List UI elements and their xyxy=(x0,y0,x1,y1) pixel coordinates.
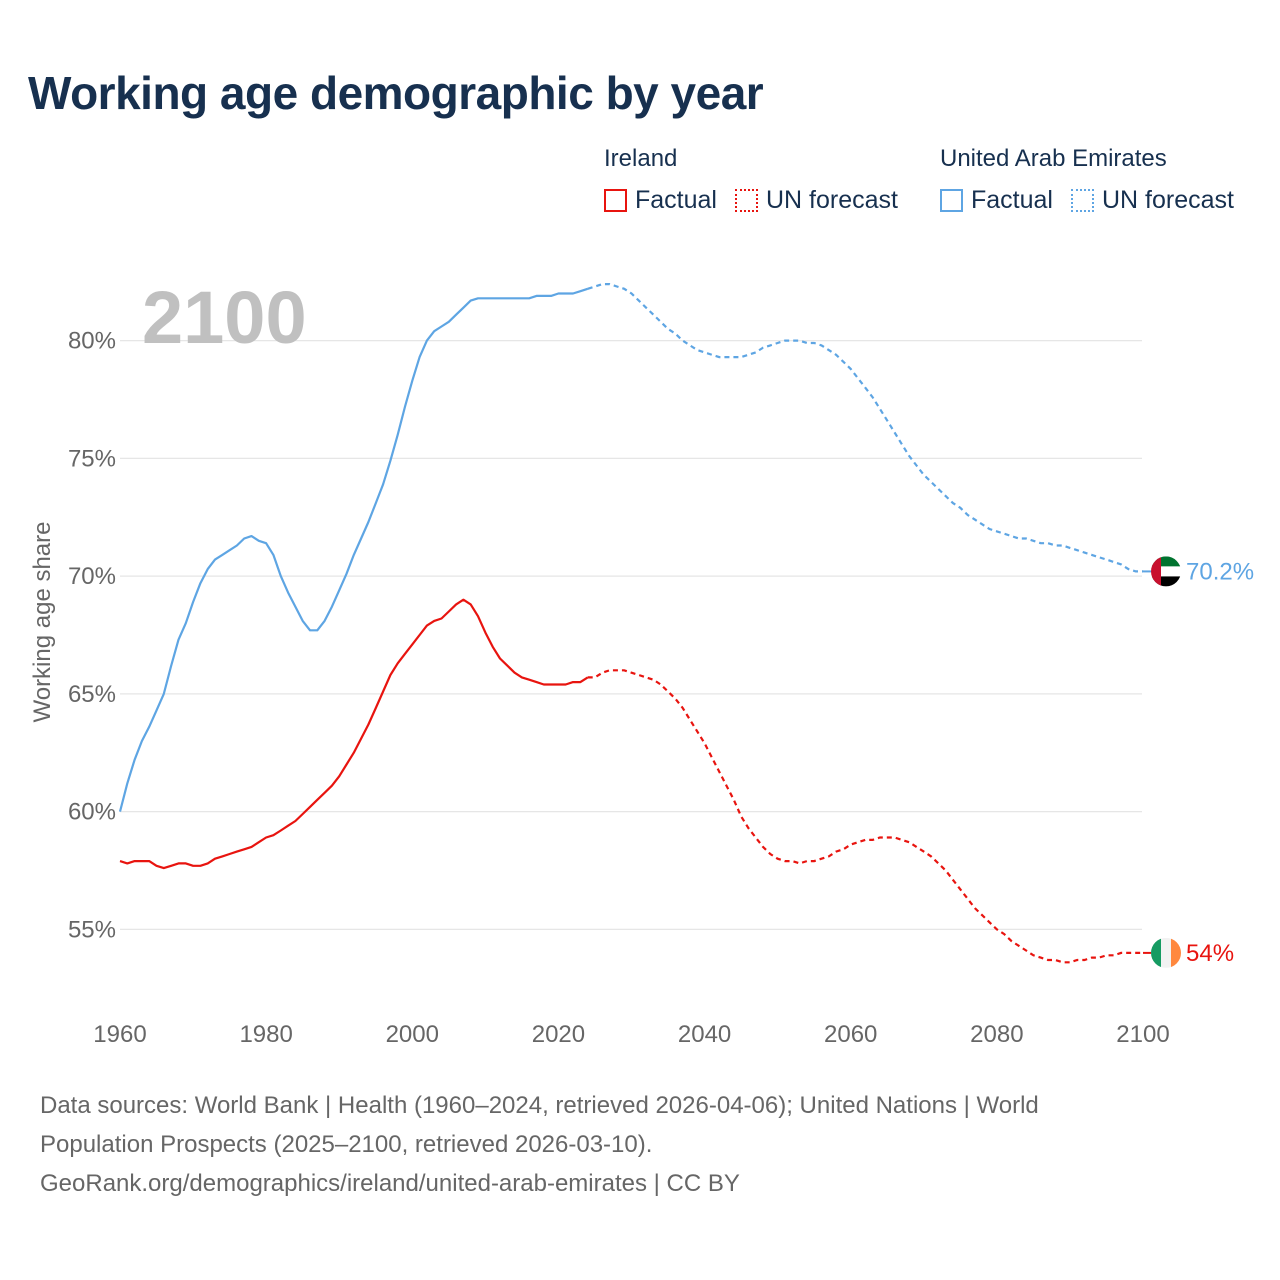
data-sources: Data sources: World Bank | Health (1960–… xyxy=(40,1086,1240,1203)
line-chart: 2100 55% 60% 65% 70% 75% 80% 1960 1980 2000 2020… xyxy=(29,276,1254,1048)
series-lines xyxy=(118,283,1143,964)
ireland-flag-icon xyxy=(1151,937,1181,968)
gridlines xyxy=(120,340,1142,930)
x-tick-label: 2060 xyxy=(824,1021,877,1048)
legend-country-ireland: Ireland xyxy=(604,145,678,172)
legend-item-ireland-forecast[interactable]: UN forecast xyxy=(734,186,898,215)
sources-line-2: Population Prospects (2025–2100, retriev… xyxy=(40,1131,653,1158)
legend-swatch-uae-forecast xyxy=(1070,189,1094,212)
x-tick-label: 2100 xyxy=(1116,1021,1169,1048)
uae-flag-icon xyxy=(1151,556,1181,587)
x-tick-label: 1960 xyxy=(93,1021,146,1048)
legend-swatch-uae-factual xyxy=(940,189,963,212)
sources-line-1: Data sources: World Bank | Health (1960–… xyxy=(40,1092,1039,1119)
y-tick-label: 65% xyxy=(68,681,116,708)
line-uae-forecast xyxy=(587,283,1143,573)
legend-label-uae-factual: Factual xyxy=(971,186,1053,214)
y-tick-label: 60% xyxy=(68,799,116,826)
y-tick-label: 55% xyxy=(68,916,116,943)
x-axis-ticks: 1960 1980 2000 2020 2040 2060 2080 2100 xyxy=(93,1021,1169,1048)
y-axis-label: Working age share xyxy=(29,522,56,723)
y-tick-label: 70% xyxy=(68,563,116,590)
line-ireland-factual xyxy=(119,598,589,870)
legend-label-ireland-forecast: UN forecast xyxy=(765,186,898,214)
legend-country-uae: United Arab Emirates xyxy=(940,145,1167,172)
legend-swatch-ireland-factual xyxy=(604,189,627,212)
x-tick-label: 1980 xyxy=(239,1021,292,1048)
x-tick-label: 2040 xyxy=(678,1021,731,1048)
year-watermark: 2100 xyxy=(142,276,307,359)
x-tick-label: 2000 xyxy=(386,1021,439,1048)
sources-line-3: GeoRank.org/demographics/ireland/united-… xyxy=(40,1170,740,1197)
y-tick-label: 80% xyxy=(68,328,116,355)
chart-title: Working age demographic by year xyxy=(28,67,764,119)
legend-swatch-ireland-forecast xyxy=(734,189,758,212)
legend-label-ireland-factual: Factual xyxy=(635,186,717,214)
legend-item-ireland-factual[interactable]: Factual xyxy=(604,186,717,215)
y-tick-label: 75% xyxy=(68,445,116,472)
y-axis-ticks: 55% 60% 65% 70% 75% 80% xyxy=(68,328,116,944)
legend-group-uae: United Arab Emirates Factual UN forecast xyxy=(940,144,1234,215)
end-label-uae: 70.2% xyxy=(1186,558,1254,585)
legend-label-uae-forecast: UN forecast xyxy=(1101,186,1234,214)
legend-item-uae-factual[interactable]: Factual xyxy=(940,186,1053,215)
line-uae-factual xyxy=(118,287,589,812)
end-label-ireland: 54% xyxy=(1186,940,1234,967)
line-ireland-forecast xyxy=(587,669,1143,964)
x-tick-label: 2020 xyxy=(532,1021,585,1048)
x-tick-label: 2080 xyxy=(970,1021,1023,1048)
legend-item-uae-forecast[interactable]: UN forecast xyxy=(1070,186,1234,215)
end-markers: 54% 70.2% xyxy=(1143,556,1254,968)
legend-group-ireland: Ireland Factual UN forecast xyxy=(604,144,898,215)
